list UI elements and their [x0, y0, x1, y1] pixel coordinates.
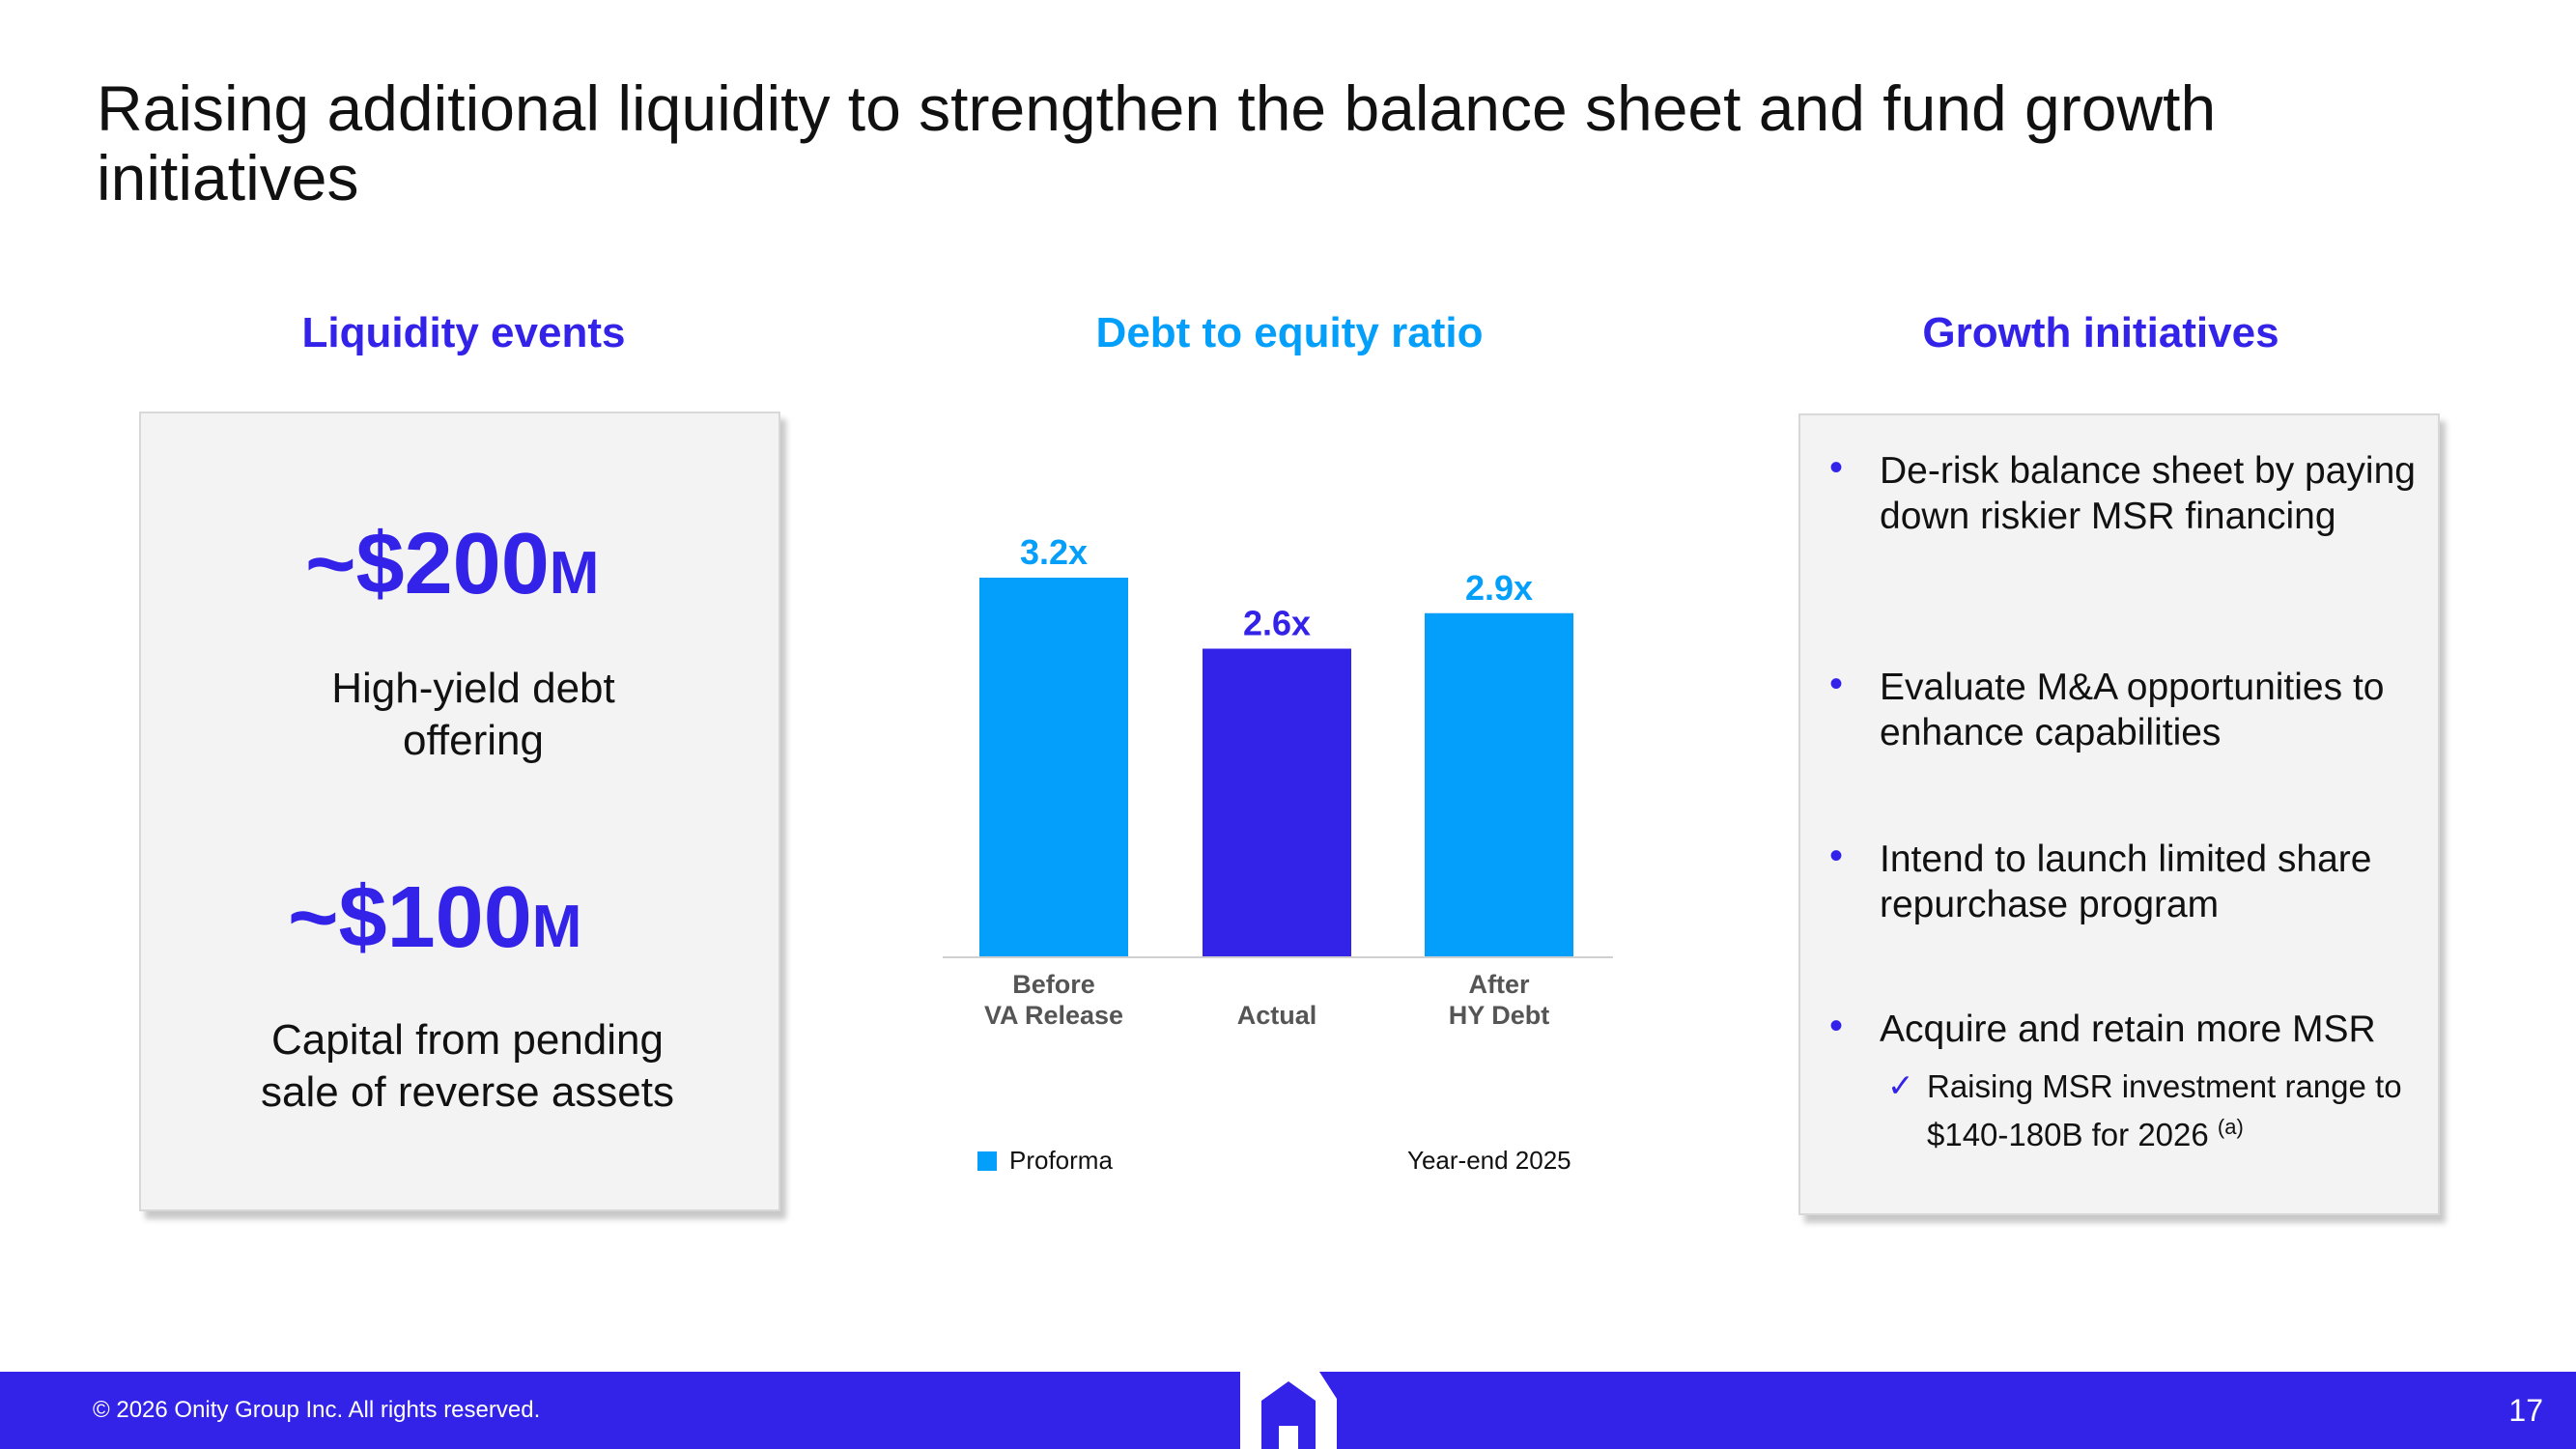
growth-bullet-2: Evaluate M&A opportunities to enhance ca… — [1880, 667, 2385, 753]
legend-proforma-label: Proforma — [1009, 1146, 1113, 1175]
liquidity-heading: Liquidity events — [301, 309, 626, 356]
liquidity-description-2: Capital from pending sale of reverse ass… — [216, 1014, 719, 1119]
bullet-marker: • — [1829, 835, 1844, 877]
category-label-2: After — [1468, 970, 1529, 999]
growth-panel — [1798, 413, 2440, 1215]
amount-value: ~$100 — [288, 869, 532, 966]
checkmark-icon: ✓ — [1887, 1067, 1914, 1103]
growth-heading: Growth initiatives — [1922, 309, 2279, 356]
growth-bullet-1: De-risk balance sheet by paying down ris… — [1880, 450, 2416, 537]
growth-bullet-3: Intend to launch limited share repurchas… — [1880, 838, 2372, 925]
bullet-marker: • — [1829, 446, 1844, 489]
legend-yearend-label: Year-end 2025 — [1407, 1146, 1571, 1175]
category-label-2: HY Debt — [1449, 1001, 1550, 1030]
amount-unit: M — [549, 540, 600, 607]
footer-bar: © 2026 Onity Group Inc. All rights reser… — [0, 1372, 2576, 1449]
liquidity-amount-1: ~$200M — [305, 516, 599, 622]
description-line: Capital from pending — [270, 1016, 664, 1064]
growth-sub-bullet: Raising MSR investment range to $140-180… — [1927, 1066, 2429, 1155]
data-label-1: 2.6x — [1243, 604, 1311, 643]
data-label-2: 2.9x — [1465, 568, 1533, 608]
bar-1 — [1203, 648, 1351, 956]
copyright-text: © 2026 Onity Group Inc. All rights reser… — [93, 1397, 541, 1423]
sub-bullet-text: Raising MSR investment range to $140-180… — [1927, 1068, 2402, 1152]
liquidity-panel — [139, 412, 780, 1211]
footnote-ref: (a) — [2217, 1115, 2244, 1139]
data-label-0: 3.2x — [1020, 532, 1088, 572]
house-logo-icon — [1240, 1372, 1337, 1449]
description-line: offering — [403, 717, 544, 764]
legend-proforma-swatch — [977, 1151, 997, 1171]
category-label-1: Actual — [1237, 1001, 1317, 1030]
debt-ratio-heading: Debt to equity ratio — [1095, 309, 1484, 356]
bar-2 — [1425, 612, 1573, 956]
liquidity-amount-2: ~$100M — [288, 869, 581, 976]
liquidity-description-1: High-yield debt offering — [241, 663, 705, 767]
description-line: High-yield debt — [331, 665, 615, 712]
bar-0 — [979, 578, 1128, 956]
page-title: Raising additional liquidity to strength… — [97, 72, 2217, 213]
page-number: 17 — [2508, 1393, 2543, 1428]
growth-bullet-4: Acquire and retain more MSR — [1880, 1009, 2376, 1050]
amount-unit: M — [531, 894, 582, 960]
description-line: sale of reverse assets — [261, 1068, 674, 1116]
bullet-marker: • — [1829, 663, 1844, 705]
category-label-0: VA Release — [984, 1001, 1123, 1030]
bullet-marker: • — [1829, 1005, 1844, 1047]
amount-value: ~$200 — [305, 516, 550, 612]
category-label-0: Before — [1012, 970, 1095, 999]
